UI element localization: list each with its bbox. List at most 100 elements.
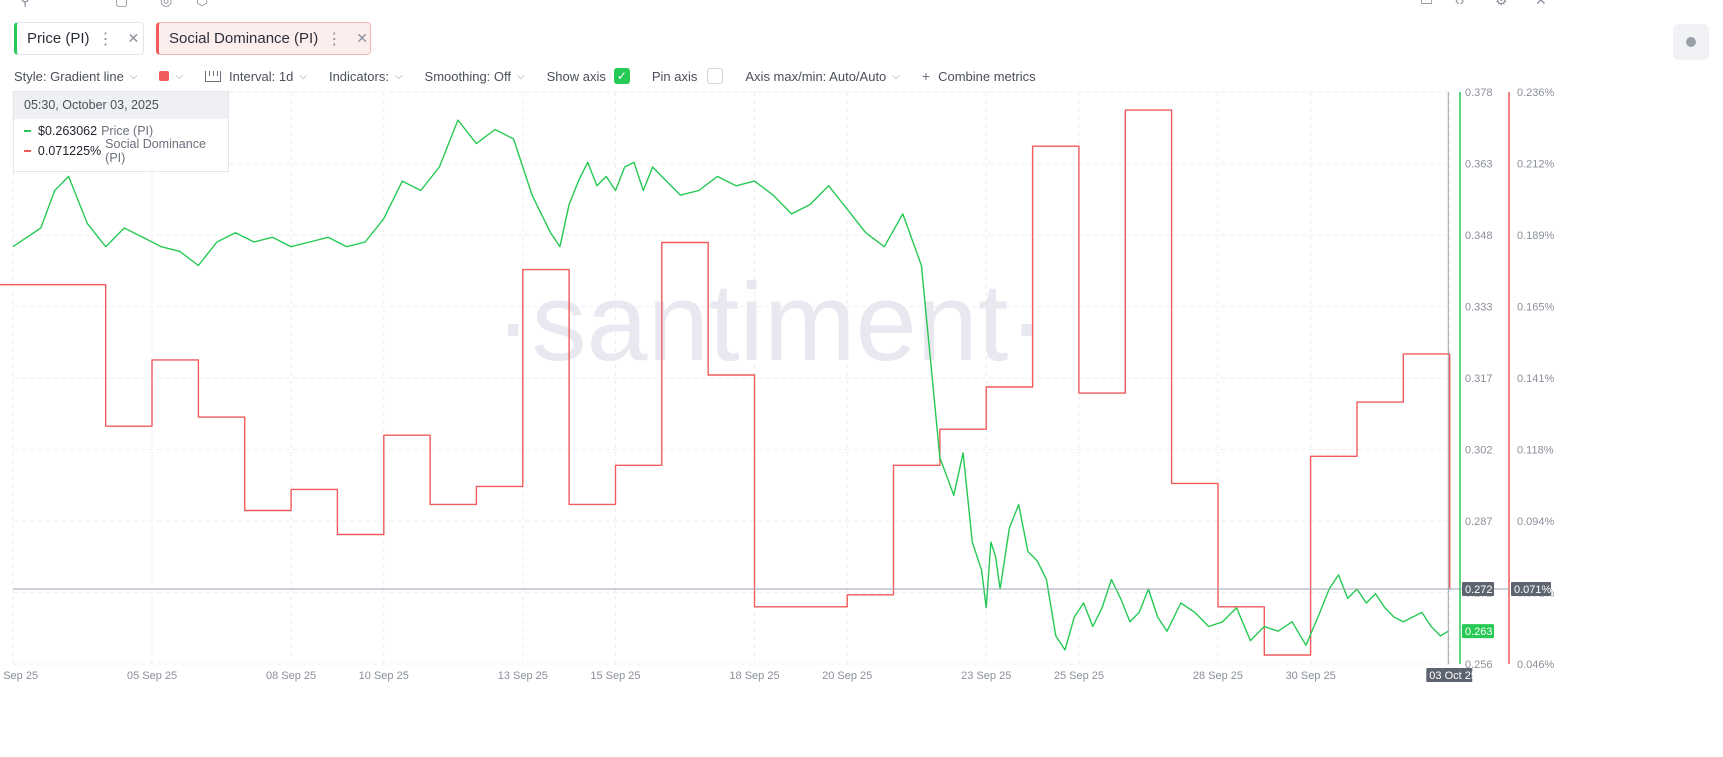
tab-price-menu-icon[interactable]: ⋮ (97, 30, 114, 48)
price-legend-line (24, 129, 31, 132)
tooltip-social-row: 0.071225% Social Dominance (PI) (14, 137, 228, 165)
style-dropdown[interactable]: Style: Gradient line ⌵ (14, 69, 137, 84)
price-series-line (12, 119, 1449, 651)
shield-icon[interactable]: ⬡ (196, 0, 209, 8)
show-axis-toggle[interactable]: Show axis ✓ (547, 68, 630, 84)
x-axis-tick: 02 Sep 25 (0, 670, 38, 682)
show-axis-label: Show axis (546, 68, 606, 84)
tooltip-price-row: $0.263062 Price (PI) (14, 122, 228, 139)
style-label: Style: Gradient line (14, 68, 124, 84)
tooltip-social-value: 0.071225% (37, 143, 102, 158)
social-axis-tick: 0.118% (1517, 445, 1554, 457)
plus-icon: + (921, 68, 931, 84)
x-axis-tick: 18 Sep 25 (729, 670, 779, 682)
price-axis-tick: 0.333 (1465, 302, 1493, 314)
smoothing-label: Smoothing: Off (424, 68, 512, 84)
metric-tabs: Price (PI) ⋮ ✕ Social Dominance (PI) ⋮ ✕ (14, 22, 371, 55)
chevron-down-icon: ⌵ (129, 70, 138, 82)
combine-metrics-button[interactable]: + Combine metrics (922, 68, 1036, 84)
social-axis-tick: 0.094% (1517, 516, 1555, 528)
axes-layer: 0.378 0.363 0.348 0.333 0.317 0.302 0.287 0.272… (0, 88, 1555, 682)
tab-price-label: Price (PI) (27, 30, 90, 47)
tab-price[interactable]: Price (PI) ⋮ ✕ (14, 22, 144, 55)
chevron-down-icon: ⌵ (299, 70, 307, 82)
top-toolbar-icons: ⚲ ▢ ◎ ⬡ ▭ ‹› ⚙ ✕ (0, 0, 1723, 10)
social-legend-line (24, 149, 31, 152)
pin-axis-label: Pin axis (651, 68, 698, 84)
pin-axis-toggle[interactable]: Pin axis (652, 68, 724, 84)
social-axis-tick: 0.141% (1517, 373, 1555, 385)
x-axis-tick: 15 Sep 25 (590, 670, 640, 682)
chevron-down-icon: ⌵ (175, 70, 184, 82)
panel-toggle-button[interactable] (1673, 24, 1709, 60)
tooltip-price-name: Price (PI) (101, 123, 154, 138)
price-axis-tick: 0.363 (1465, 159, 1493, 171)
embed-icon[interactable]: ‹› (1455, 0, 1465, 8)
price-axis-tick: 0.348 (1465, 230, 1493, 242)
price-axis-tick: 0.378 (1465, 88, 1493, 99)
tab-social-close-icon[interactable]: ✕ (356, 30, 368, 46)
x-axis-tick: 10 Sep 25 (359, 670, 409, 682)
dot-icon (1686, 37, 1696, 47)
series-layer (0, 109, 1451, 656)
checkbox-checked-icon[interactable]: ✓ (613, 68, 630, 84)
x-axis-tick: 08 Sep 25 (266, 670, 316, 682)
tooltip-price-value: $0.263062 (38, 123, 98, 138)
price-axis-tick: 0.302 (1465, 445, 1493, 457)
price-crosshair-badge: 0.272 (1465, 584, 1493, 596)
smoothing-dropdown[interactable]: Smoothing: Off ⌵ (425, 69, 525, 84)
tab-social-dominance[interactable]: Social Dominance (PI) ⋮ ✕ (156, 22, 371, 55)
indicators-dropdown[interactable]: Indicators: ⌵ (329, 69, 403, 84)
social-axis-tick: 0.236% (1517, 88, 1555, 99)
crosshair-date-badge-bg (1426, 668, 1473, 682)
price-current-badge-bg (1462, 624, 1494, 639)
x-axis-tick: 25 Sep 25 (1054, 670, 1104, 682)
social-crosshair-badge-bg (1511, 581, 1551, 596)
hover-tooltip: 05:30, October 03, 2025 $0.263062 Price … (13, 91, 229, 172)
social-axis-tick: 0.165% (1517, 302, 1555, 314)
chart-toolbar: Style: Gradient line ⌵ ⌵ Interval: 1d ⌵ In… (14, 68, 1058, 84)
indicators-label: Indicators: (328, 68, 389, 84)
chevron-down-icon: ⌵ (517, 70, 525, 82)
chevron-down-icon: ⌵ (892, 70, 900, 82)
tab-social-menu-icon[interactable]: ⋮ (326, 30, 343, 48)
chart-canvas[interactable]: ·santiment· 0.3780.3630.3480.3330.3170.3… (0, 88, 1723, 757)
interval-label: Interval: 1d (229, 68, 294, 84)
price-axis-tick: 0.256 (1465, 659, 1493, 671)
copy-icon[interactable]: ▢ (115, 0, 129, 8)
tab-price-close-icon[interactable]: ✕ (127, 30, 140, 46)
download-icon[interactable]: ▭ (1420, 0, 1434, 8)
share-icon[interactable]: ⚲ (20, 0, 31, 8)
tooltip-date: 05:30, October 03, 2025 (14, 92, 228, 119)
close-icon[interactable]: ✕ (1535, 0, 1547, 8)
ruler-icon (205, 70, 222, 82)
social-crosshair-badge: 0.071% (1514, 584, 1552, 596)
santiment-watermark: ·santiment· (495, 261, 1045, 384)
price-axis-tick: 0.317 (1465, 373, 1493, 385)
x-axis-tick: 05 Sep 25 (127, 670, 177, 682)
price-current-badge: 0.263 (1465, 626, 1493, 638)
settings-icon[interactable]: ◎ (160, 0, 173, 8)
x-axis-tick: 23 Sep 25 (961, 670, 1011, 682)
chevron-down-icon: ⌵ (394, 70, 403, 82)
crosshair-date-badge: 03 Oct 25 (1429, 670, 1477, 682)
x-axis-tick: 28 Sep 25 (1193, 670, 1243, 682)
social-axis-tick: 0.046% (1517, 659, 1555, 671)
color-dropdown[interactable]: ⌵ (159, 71, 183, 82)
interval-dropdown[interactable]: Interval: 1d ⌵ (205, 69, 307, 84)
combine-label: Combine metrics (938, 68, 1036, 84)
axis-maxmin-label: Axis max/min: Auto/Auto (745, 68, 887, 84)
x-axis-tick: 30 Sep 25 (1286, 670, 1336, 682)
social-axis-tick: 0.212% (1517, 159, 1555, 171)
color-swatch (159, 71, 170, 81)
tooltip-social-name: Social Dominance (PI) (105, 136, 206, 165)
x-axis-tick: 20 Sep 25 (822, 670, 872, 682)
axis-maxmin-dropdown[interactable]: Axis max/min: Auto/Auto ⌵ (745, 69, 900, 84)
tab-social-label: Social Dominance (PI) (169, 30, 319, 47)
price-crosshair-badge-bg (1462, 581, 1494, 596)
gear-icon[interactable]: ⚙ (1495, 0, 1508, 8)
price-axis-tick: 0.287 (1465, 516, 1493, 528)
checkbox-unchecked-icon[interactable] (707, 68, 724, 84)
x-axis-tick: 13 Sep 25 (498, 670, 548, 682)
social-axis-tick: 0.189% (1517, 230, 1555, 242)
